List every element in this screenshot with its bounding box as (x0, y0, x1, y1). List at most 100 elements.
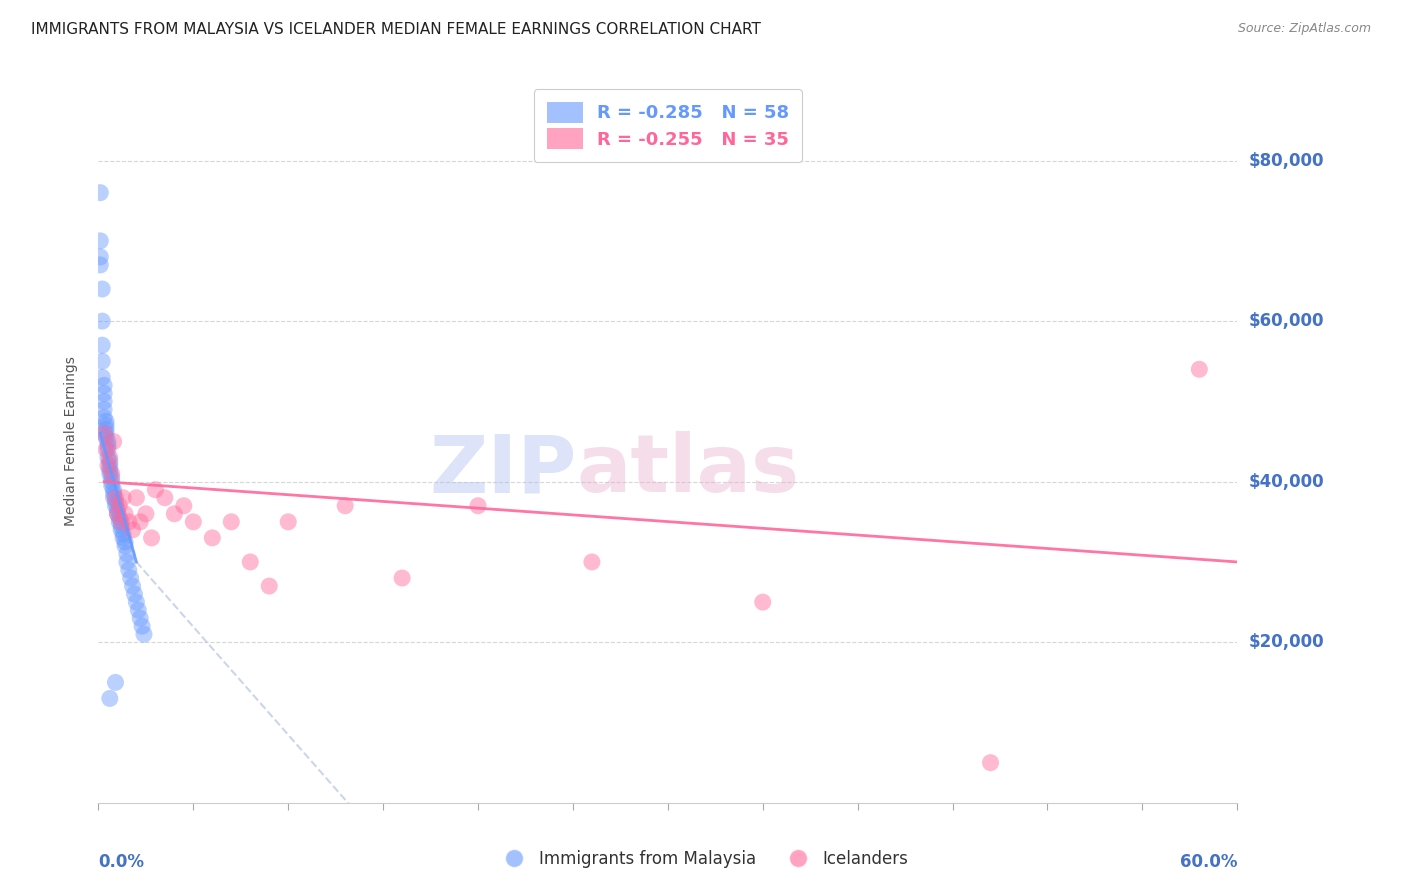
Point (114, 507, 136, 521)
Point (100, 467, 122, 481)
Point (89, 258, 111, 272)
Point (94, 414, 117, 428)
Point (221, 515, 243, 529)
Point (131, 619, 153, 633)
Point (124, 587, 146, 601)
Point (107, 502, 129, 516)
Point (114, 539, 136, 553)
Point (108, 499, 131, 513)
Text: ZIP: ZIP (429, 432, 576, 509)
Point (94, 430, 117, 444)
Point (110, 515, 132, 529)
Point (94, 422, 117, 436)
Point (93, 402, 115, 417)
Point (103, 434, 125, 449)
Point (110, 523, 132, 537)
Text: $20,000: $20,000 (1249, 633, 1324, 651)
Point (125, 491, 148, 505)
Point (93, 386, 115, 401)
Point (135, 507, 157, 521)
Legend: Immigrants from Malaysia, Icelanders: Immigrants from Malaysia, Icelanders (491, 844, 915, 875)
Point (97, 434, 120, 449)
Point (91, 314, 114, 328)
Point (94, 442, 117, 457)
Point (93, 378, 115, 392)
Point (112, 491, 135, 505)
Point (335, 499, 357, 513)
Point (94, 418, 117, 433)
Point (98, 458, 121, 473)
Point (103, 483, 125, 497)
Point (118, 563, 141, 577)
Point (979, 756, 1001, 770)
Point (91, 338, 114, 352)
Point (141, 531, 163, 545)
Point (259, 579, 281, 593)
Point (104, 491, 127, 505)
Point (97, 450, 120, 465)
Point (120, 571, 142, 585)
Point (277, 515, 299, 529)
Point (98, 454, 121, 468)
Point (98, 467, 121, 481)
Point (100, 475, 122, 489)
Point (91, 354, 114, 368)
Point (112, 526, 135, 541)
Point (98, 450, 121, 465)
Point (173, 499, 195, 513)
Text: 0.0%: 0.0% (98, 854, 145, 871)
Point (118, 515, 141, 529)
Point (97, 442, 120, 457)
Point (89, 234, 111, 248)
Text: $80,000: $80,000 (1249, 152, 1324, 169)
Point (163, 507, 186, 521)
Point (110, 518, 132, 533)
Text: 60.0%: 60.0% (1180, 854, 1237, 871)
Point (104, 675, 127, 690)
Point (129, 515, 152, 529)
Point (94, 426, 117, 441)
Point (391, 571, 413, 585)
Point (115, 547, 138, 561)
Point (121, 523, 143, 537)
Point (107, 507, 129, 521)
Text: Source: ZipAtlas.com: Source: ZipAtlas.com (1237, 22, 1371, 36)
Y-axis label: Median Female Earnings: Median Female Earnings (63, 357, 77, 526)
Text: atlas: atlas (576, 432, 800, 509)
Point (104, 494, 127, 508)
Point (127, 603, 149, 617)
Text: $40,000: $40,000 (1249, 473, 1324, 491)
Text: IMMIGRANTS FROM MALAYSIA VS ICELANDER MEDIAN FEMALE EARNINGS CORRELATION CHART: IMMIGRANTS FROM MALAYSIA VS ICELANDER ME… (31, 22, 761, 37)
Point (107, 507, 129, 521)
Point (121, 579, 143, 593)
Point (129, 611, 152, 625)
Point (145, 483, 167, 497)
Point (132, 627, 155, 641)
Point (103, 486, 125, 500)
Point (467, 499, 489, 513)
Point (108, 510, 131, 524)
Text: $60,000: $60,000 (1249, 312, 1324, 330)
Point (183, 515, 205, 529)
Point (100, 470, 122, 484)
Point (89, 250, 111, 264)
Point (201, 531, 224, 545)
Point (89, 186, 111, 200)
Point (97, 438, 120, 452)
Point (93, 394, 115, 409)
Point (1188, 362, 1211, 376)
Point (112, 531, 135, 545)
Legend: R = -0.285   N = 58, R = -0.255   N = 35: R = -0.285 N = 58, R = -0.255 N = 35 (534, 89, 801, 161)
Point (93, 426, 115, 441)
Point (108, 515, 131, 529)
Point (115, 555, 138, 569)
Point (91, 370, 114, 384)
Point (97, 458, 120, 473)
Point (752, 595, 775, 609)
Point (91, 282, 114, 296)
Point (93, 410, 115, 425)
Point (153, 491, 176, 505)
Point (103, 491, 125, 505)
Point (100, 478, 122, 492)
Point (581, 555, 603, 569)
